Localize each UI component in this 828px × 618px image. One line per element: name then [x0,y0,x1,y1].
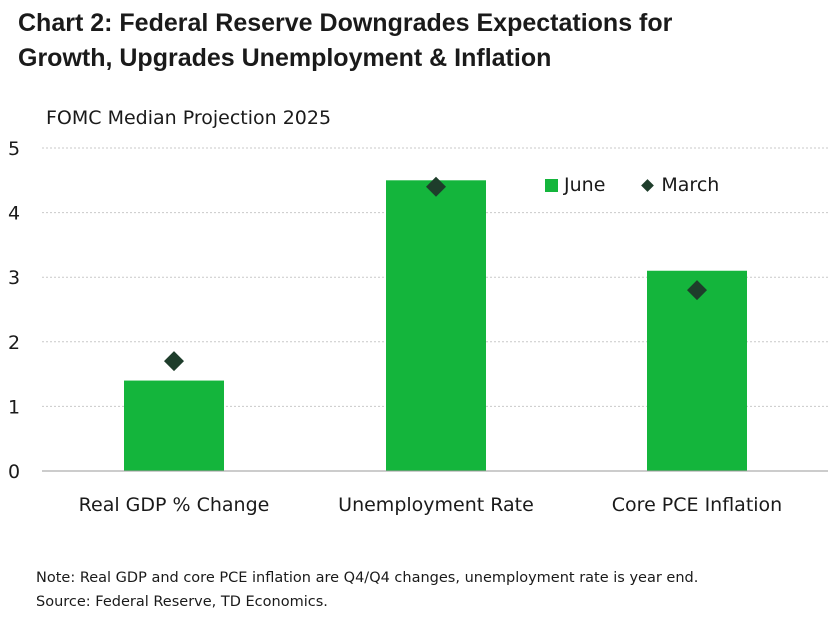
chart-legend: June March [545,174,719,196]
y-tick-label: 5 [8,138,20,160]
y-tick-label: 0 [8,461,20,483]
marker-march-3 [687,280,707,301]
source-text: Source: Federal Reserve, TD Economics. [36,594,328,610]
x-category-label: Real GDP % Change [79,494,270,516]
marker-march-2 [426,176,446,197]
chart-subtitle: FOMC Median Projection 2025 [46,107,332,129]
legend-item-june: June [545,174,605,196]
legend-label-march: March [661,174,720,196]
marker-march-1 [164,351,184,372]
chart-title: Chart 2: Federal Reserve Downgrades Expe… [18,6,818,76]
legend-swatch-june [545,178,558,192]
bar-june-3 [647,270,747,471]
y-tick-label: 1 [8,396,20,418]
y-tick-label: 4 [8,203,20,225]
chart-notes: Note: Real GDP and core PCE inflation ar… [36,566,698,614]
chart-area: 0 1 2 3 4 5 Real GDP % Change Unemployment Rate… [8,138,828,516]
chart-title-line-1: Chart 2: Federal Reserve Downgrades Expe… [18,9,673,37]
x-category-label: Unemployment Rate [338,494,534,516]
note-text: Note: Real GDP and core PCE inflation ar… [36,570,699,586]
chart-title-line-2: Growth, Upgrades Unemployment & Inflatio… [18,44,552,72]
x-category-label: Core PCE Inflation [612,494,782,516]
legend-swatch-march [641,178,655,192]
bar-june-1 [124,380,224,471]
y-tick-label: 3 [8,267,20,289]
bar-june-2 [386,180,486,472]
y-tick-label: 2 [8,332,20,354]
legend-item-march: March [641,174,720,196]
legend-label-june: June [564,174,606,196]
